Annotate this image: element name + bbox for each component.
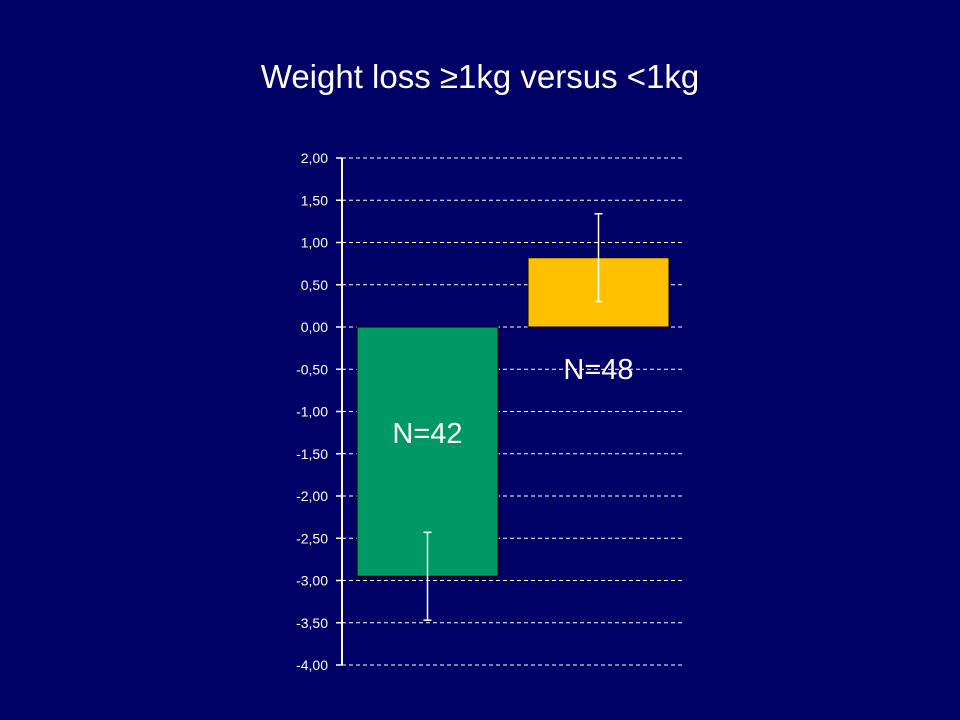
- bar-labels: N=42 N=48: [392, 354, 633, 450]
- bars: [356, 257, 670, 577]
- y-tick-label: 1,00: [301, 235, 328, 251]
- y-tick-label: 2,00: [301, 150, 328, 166]
- y-tick-label: -2,50: [296, 530, 328, 546]
- y-tick-label: 1,50: [301, 192, 328, 208]
- y-tick-label: -1,00: [296, 404, 328, 420]
- error-bars: [423, 213, 603, 621]
- y-tick-label: 0,50: [301, 277, 328, 293]
- y-axis-ticks: 2,00 1,50 1,00 0,50 0,00 -0,50 -1,00 -1,50 -2,00…: [296, 150, 342, 673]
- y-tick-label: -0,50: [296, 361, 328, 377]
- y-tick-label: 0,00: [301, 319, 328, 335]
- y-tick-label: -3,50: [296, 615, 328, 631]
- y-tick-label: -1,50: [296, 446, 328, 462]
- y-tick-label: -4,00: [296, 657, 328, 673]
- bar-label-2: N=48: [563, 354, 633, 386]
- chart-title: Weight loss ≥1kg versus <1kg: [260, 58, 700, 95]
- y-tick-label: -2,00: [296, 488, 328, 504]
- y-tick-label: -3,00: [296, 573, 328, 589]
- bar-label-1: N=42: [392, 418, 462, 450]
